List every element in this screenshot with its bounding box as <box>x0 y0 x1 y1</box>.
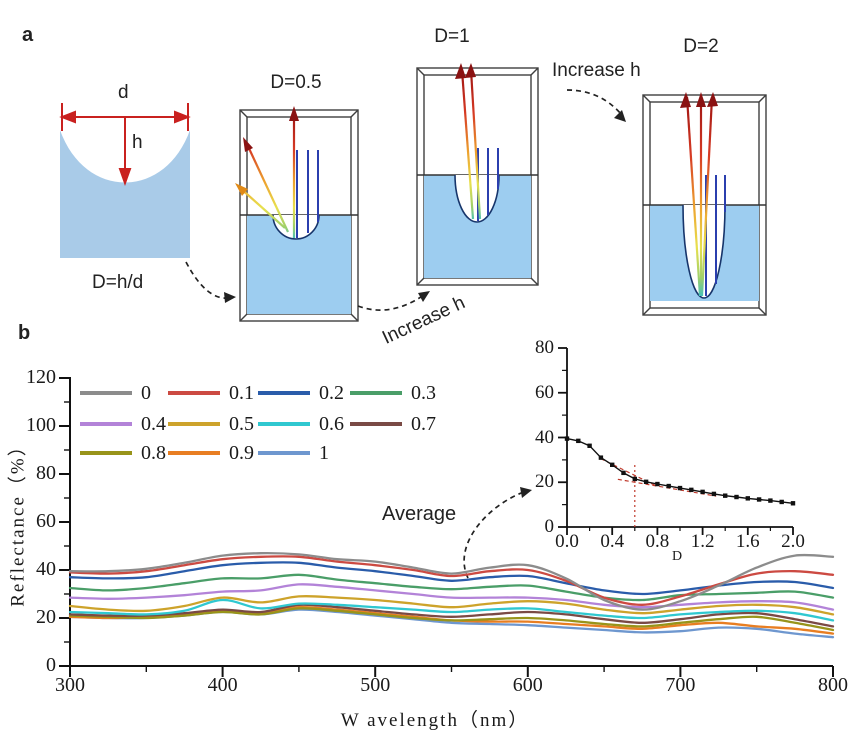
legend-item-0.1: 0.1 <box>168 382 254 404</box>
inset-y-tick-label: 60 <box>535 381 554 403</box>
box-title-d1: D=1 <box>434 26 470 47</box>
main-y-tick-label: 120 <box>26 366 56 388</box>
inset-x-tick-label: 2.0 <box>781 531 805 552</box>
spectrum-curve-D-0.7 <box>68 603 835 628</box>
legend-item-1: 1 <box>258 442 329 464</box>
main-y-tick-label: 100 <box>26 414 56 436</box>
legend-swatch-0.4 <box>80 422 132 426</box>
spectrum-curve-D-0.5 <box>68 595 835 616</box>
main-y-tick-label: 0 <box>46 654 56 676</box>
h-dimension-label: h <box>132 132 143 153</box>
legend-item-0.4: 0.4 <box>80 413 166 435</box>
legend-label-0.7: 0.7 <box>411 412 436 435</box>
inset-x-tick-label: 0.0 <box>555 531 579 552</box>
legend-label-1: 1 <box>319 441 329 464</box>
formula-label: D=h/d <box>92 272 144 293</box>
main-x-tick-label: 800 <box>818 674 848 696</box>
simulation-box-d2 <box>642 92 767 316</box>
legend-item-0: 0 <box>80 382 151 404</box>
legend-swatch-0.7 <box>350 422 402 426</box>
legend-swatch-0.8 <box>80 451 132 455</box>
legend-item-0.9: 0.9 <box>168 442 254 464</box>
inset-x-tick-label: 0.4 <box>600 531 625 552</box>
main-y-tick-label: 80 <box>36 462 56 484</box>
average-label: Average <box>382 503 457 525</box>
legend-item-0.3: 0.3 <box>350 382 436 404</box>
inset-x-axis-title: D <box>672 549 683 564</box>
meniscus-shape <box>60 130 190 258</box>
main-y-tick-label: 40 <box>36 558 56 580</box>
increase-h-label-2: Increase h <box>552 60 641 81</box>
spectrum-curve-D-0 <box>68 552 835 611</box>
legend-swatch-0.6 <box>258 422 310 426</box>
main-x-axis-title: W avelength（nm） <box>340 710 530 731</box>
legend-label-0.6: 0.6 <box>319 412 344 435</box>
arrow-box2-to-box3 <box>566 89 626 122</box>
legend-label-0.5: 0.5 <box>229 412 254 435</box>
legend-swatch-0 <box>80 391 132 395</box>
legend-swatch-0.1 <box>168 391 220 395</box>
legend-label-0.4: 0.4 <box>141 412 166 435</box>
panel-b-label: b <box>18 322 31 344</box>
spectrum-curve-D-0.1 <box>68 555 835 606</box>
reflected-rays-d2 <box>680 92 718 297</box>
main-chart-curves <box>68 552 835 639</box>
legend-swatch-0.9 <box>168 451 220 455</box>
inset-y-tick-label: 20 <box>535 471 554 493</box>
legend-label-0.3: 0.3 <box>411 381 436 404</box>
arrow-average-to-inset <box>463 487 532 579</box>
legend-label-0.1: 0.1 <box>229 381 254 404</box>
legend-item-0.5: 0.5 <box>168 413 254 435</box>
main-x-tick-label: 700 <box>665 674 696 696</box>
spectrum-curve-D-0.4 <box>68 583 835 611</box>
meniscus-schematic <box>59 103 191 258</box>
reflected-rays-d1 <box>455 63 482 220</box>
arrow-schematic-to-box1 <box>185 261 236 303</box>
arrow-box1-to-box2 <box>357 291 430 311</box>
simulation-box-d05 <box>235 106 359 322</box>
reflected-rays-d05 <box>235 106 299 238</box>
legend-swatch-0.2 <box>258 391 310 395</box>
legend-swatch-0.3 <box>350 391 402 395</box>
inset-y-tick-label: 40 <box>535 426 554 448</box>
main-x-tick-label: 600 <box>512 674 543 696</box>
legend-swatch-1 <box>258 451 310 455</box>
inset-x-tick-label: 0.8 <box>645 531 670 552</box>
main-chart-axes <box>59 377 834 677</box>
incident-rays-d05 <box>296 150 319 238</box>
inset-x-tick-label: 1.6 <box>735 531 760 552</box>
d-dimension-label: d <box>118 82 129 103</box>
main-y-tick-label: 20 <box>36 606 56 628</box>
legend-label-0.2: 0.2 <box>319 381 344 404</box>
legend-item-0.7: 0.7 <box>350 413 436 435</box>
spectrum-curve-D-0.3 <box>68 573 835 602</box>
main-x-tick-label: 300 <box>55 674 85 696</box>
inset-y-tick-label: 80 <box>535 337 554 358</box>
inset-chart <box>558 347 796 535</box>
inset-y-tick-label: 0 <box>544 516 555 537</box>
inset-x-tick-label: 1.2 <box>690 531 715 552</box>
panel-a-label: a <box>22 24 34 46</box>
box-title-d05: D=0.5 <box>270 72 322 93</box>
spectrum-curve-D-0.6 <box>68 598 835 622</box>
legend-item-0.6: 0.6 <box>258 413 344 435</box>
legend-label-0: 0 <box>141 381 151 404</box>
legend-label-0.8: 0.8 <box>141 441 166 464</box>
legend-item-0.8: 0.8 <box>80 442 166 464</box>
spectrum-curve-D-0.8 <box>68 607 835 632</box>
simulation-box-d1 <box>416 63 539 286</box>
main-x-tick-label: 500 <box>360 674 391 696</box>
legend-swatch-0.5 <box>168 422 220 426</box>
d-dimension-arrow <box>59 103 191 131</box>
main-x-tick-label: 400 <box>207 674 238 696</box>
main-y-tick-label: 60 <box>36 510 56 532</box>
legend-label-0.9: 0.9 <box>229 441 254 464</box>
legend-item-0.2: 0.2 <box>258 382 344 404</box>
box-title-d2: D=2 <box>683 36 719 57</box>
h-dimension-arrow <box>118 118 132 186</box>
